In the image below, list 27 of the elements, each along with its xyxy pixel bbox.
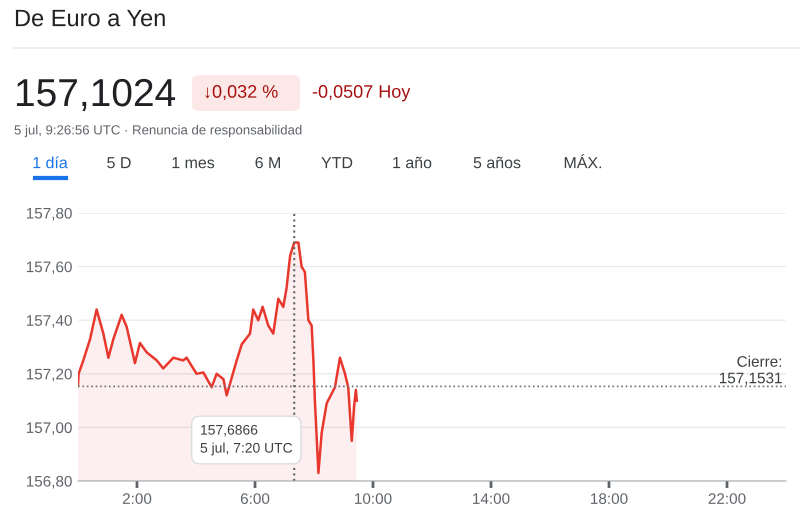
- text: MÁX.: [564, 154, 602, 168]
- annotation: 157,6866 5 jul, 7:20 UTC: [200, 424, 292, 456]
- y-tick-label: 157,00: [26, 422, 72, 435]
- x-tick-label: 6:00: [240, 493, 270, 504]
- y-tick-label: 157,60: [26, 261, 72, 274]
- text: 5 años: [474, 156, 520, 168]
- ref-line-label: Cierre: 157,1531: [720, 356, 782, 386]
- text: 5 D: [107, 157, 131, 168]
- y-tick-label: 157,40: [26, 315, 72, 328]
- y-tick-label: 157,80: [26, 208, 72, 220]
- text: ↓0,032 %: [205, 85, 278, 100]
- x-tick-label: 2:00: [122, 493, 152, 504]
- chart-title: De Euro a Yen: [16, 10, 165, 26]
- text: 1 día: [33, 156, 68, 168]
- y-tick-label: 156,80: [26, 476, 72, 488]
- text: YTD: [321, 157, 352, 168]
- text: 5 jul, 9:26:56 UTC · Renuncia de responsabilidad: [14, 124, 302, 138]
- x-tick-label: 18:00: [591, 493, 628, 504]
- y-tick-label: 157,20: [26, 368, 72, 382]
- text: 6 M: [256, 156, 280, 168]
- text: 157,1024: [16, 78, 176, 112]
- text: 1 mes: [172, 157, 214, 168]
- text: -0,0507 Hoy: [312, 85, 410, 102]
- x-tick-label: 22:00: [708, 493, 746, 504]
- text: 1 año: [393, 156, 432, 168]
- x-tick-label: 14:00: [473, 493, 510, 504]
- x-tick-label: 10:00: [355, 493, 392, 504]
